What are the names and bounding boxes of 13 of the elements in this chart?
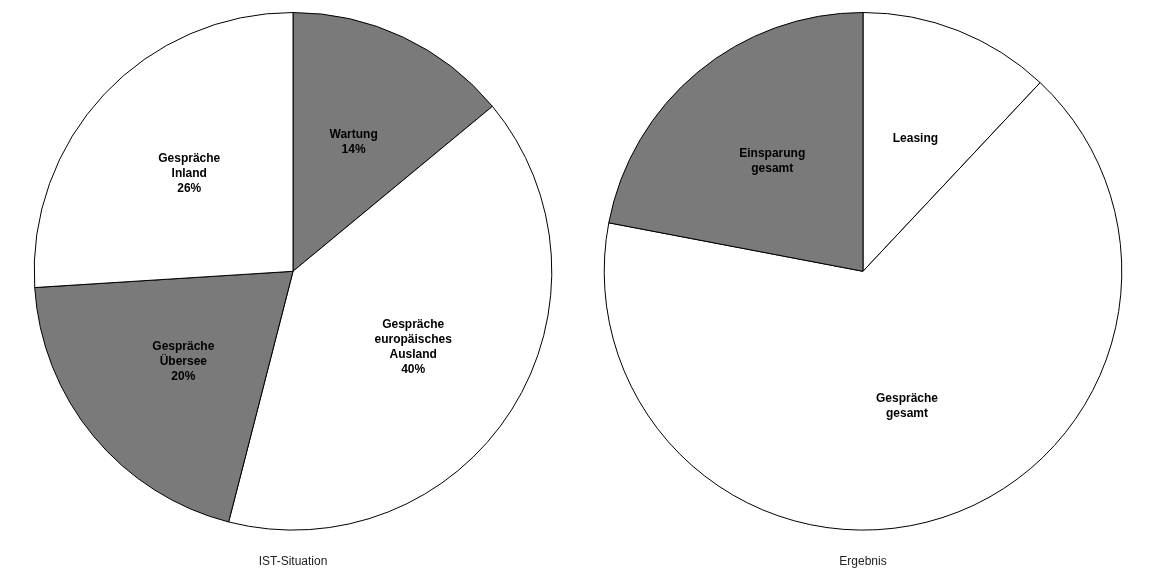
data-label: 14%: [341, 142, 366, 157]
data-label: 26%: [177, 181, 202, 196]
text: IST-Situation: [258, 554, 328, 569]
slice-label: Gespräche gesamt: [875, 391, 939, 421]
slice-label: Wartung: [329, 127, 378, 142]
slice-label: Einsparung gesamt: [739, 146, 806, 176]
slice-label: Leasing: [892, 131, 939, 146]
data-label: 20%: [171, 369, 196, 384]
slice-label: Gespräche Übersee: [152, 339, 215, 369]
slice-label: Gespräche Inland: [158, 151, 221, 181]
data-label: 40%: [401, 362, 426, 377]
text: Ergebnis: [839, 554, 887, 569]
slice-label: Gespräche europäisches Ausland: [374, 317, 453, 362]
